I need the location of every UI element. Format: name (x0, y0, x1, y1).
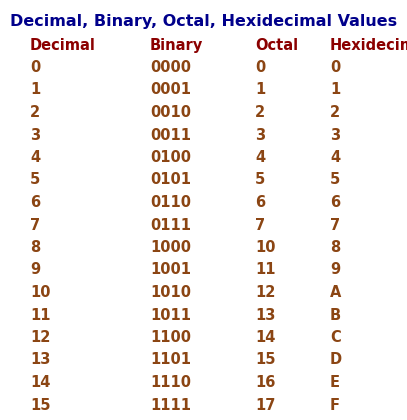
Text: 0: 0 (255, 60, 265, 75)
Text: 10: 10 (30, 285, 50, 300)
Text: 4: 4 (330, 150, 340, 165)
Text: B: B (330, 307, 341, 323)
Text: 3: 3 (255, 128, 265, 142)
Text: 1: 1 (330, 82, 340, 97)
Text: 0: 0 (330, 60, 340, 75)
Text: 8: 8 (330, 240, 340, 255)
Text: 2: 2 (255, 105, 265, 120)
Text: 14: 14 (255, 330, 276, 345)
Text: 3: 3 (330, 128, 340, 142)
Text: 0: 0 (30, 60, 40, 75)
Text: 0110: 0110 (150, 195, 191, 210)
Text: A: A (330, 285, 341, 300)
Text: 1111: 1111 (150, 397, 191, 412)
Text: 15: 15 (255, 352, 276, 368)
Text: 10: 10 (255, 240, 276, 255)
Text: 5: 5 (330, 173, 340, 187)
Text: 7: 7 (30, 218, 40, 233)
Text: Octal: Octal (255, 38, 298, 53)
Text: 6: 6 (255, 195, 265, 210)
Text: 1: 1 (30, 82, 40, 97)
Text: 13: 13 (255, 307, 276, 323)
Text: F: F (330, 397, 340, 412)
Text: 8: 8 (30, 240, 40, 255)
Text: 13: 13 (30, 352, 50, 368)
Text: 1010: 1010 (150, 285, 191, 300)
Text: Decimal, Binary, Octal, Hexidecimal Values: Decimal, Binary, Octal, Hexidecimal Valu… (10, 14, 397, 29)
Text: 6: 6 (30, 195, 40, 210)
Text: 1100: 1100 (150, 330, 191, 345)
Text: 2: 2 (330, 105, 340, 120)
Text: 14: 14 (30, 375, 50, 390)
Text: 12: 12 (255, 285, 276, 300)
Text: 0001: 0001 (150, 82, 191, 97)
Text: 7: 7 (255, 218, 265, 233)
Text: 1001: 1001 (150, 262, 191, 278)
Text: 1000: 1000 (150, 240, 191, 255)
Text: 15: 15 (30, 397, 50, 412)
Text: 7: 7 (330, 218, 340, 233)
Text: C: C (330, 330, 341, 345)
Text: 5: 5 (30, 173, 40, 187)
Text: Binary: Binary (150, 38, 203, 53)
Text: 1011: 1011 (150, 307, 191, 323)
Text: 1110: 1110 (150, 375, 191, 390)
Text: 9: 9 (330, 262, 340, 278)
Text: 1101: 1101 (150, 352, 191, 368)
Text: E: E (330, 375, 340, 390)
Text: 11: 11 (30, 307, 50, 323)
Text: 0101: 0101 (150, 173, 191, 187)
Text: 1: 1 (255, 82, 265, 97)
Text: 0111: 0111 (150, 218, 191, 233)
Text: 0011: 0011 (150, 128, 191, 142)
Text: 4: 4 (255, 150, 265, 165)
Text: 12: 12 (30, 330, 50, 345)
Text: 2: 2 (30, 105, 40, 120)
Text: 11: 11 (255, 262, 276, 278)
Text: Decimal: Decimal (30, 38, 96, 53)
Text: 17: 17 (255, 397, 276, 412)
Text: 6: 6 (330, 195, 340, 210)
Text: 0000: 0000 (150, 60, 191, 75)
Text: 3: 3 (30, 128, 40, 142)
Text: 0100: 0100 (150, 150, 191, 165)
Text: 9: 9 (30, 262, 40, 278)
Text: Hexidecimal: Hexidecimal (330, 38, 407, 53)
Text: 0010: 0010 (150, 105, 191, 120)
Text: D: D (330, 352, 342, 368)
Text: 4: 4 (30, 150, 40, 165)
Text: 16: 16 (255, 375, 276, 390)
Text: 5: 5 (255, 173, 265, 187)
